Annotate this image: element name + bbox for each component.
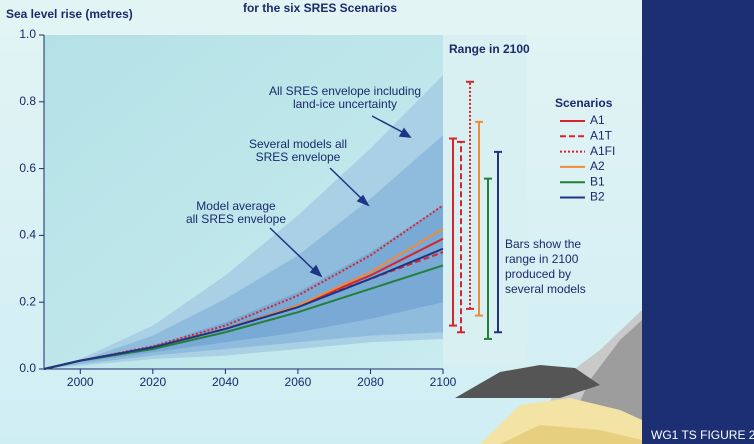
y-tick-label: 0.0 bbox=[19, 361, 36, 375]
range-bar bbox=[466, 80, 474, 310]
y-tick-label: 0.6 bbox=[19, 161, 36, 175]
annotation: all SRES envelope bbox=[186, 212, 286, 226]
y-tick-label: 0.8 bbox=[19, 94, 36, 108]
x-tick-label: 2000 bbox=[67, 375, 94, 389]
side-strip bbox=[642, 0, 754, 444]
series-line bbox=[43, 247, 444, 370]
annotation-arrows bbox=[269, 115, 412, 278]
annotation: SRES envelope bbox=[256, 150, 341, 164]
annotation: All SRES envelope including bbox=[269, 84, 421, 98]
annotation: land-ice uncertainty bbox=[293, 97, 397, 111]
legend-label: A1T bbox=[590, 128, 613, 142]
x-tick-label: 2100 bbox=[430, 375, 457, 389]
legend-label: B1 bbox=[590, 174, 605, 188]
y-tick-label: 0.2 bbox=[19, 294, 36, 308]
envelope-area bbox=[44, 205, 443, 369]
range-bar bbox=[484, 177, 492, 340]
x-tick-label: 2060 bbox=[285, 375, 312, 389]
y-axis-label: Sea level rise (metres) bbox=[6, 7, 133, 21]
coast-illustration bbox=[455, 310, 642, 444]
legend-label: B2 bbox=[590, 190, 605, 204]
annotation: Several models all bbox=[249, 137, 347, 151]
legend-title: Scenarios bbox=[555, 96, 613, 110]
chart-title: for the six SRES Scenarios bbox=[243, 1, 397, 15]
legend-label: A1FI bbox=[590, 144, 615, 158]
x-tick-label: 2040 bbox=[212, 375, 239, 389]
range-bar bbox=[475, 120, 483, 317]
y-tick-label: 0.4 bbox=[19, 228, 36, 242]
range-note: several models bbox=[505, 282, 586, 296]
range-panel bbox=[443, 35, 527, 365]
range-note: Bars show the bbox=[505, 237, 581, 251]
range-bar bbox=[449, 137, 457, 327]
legend-label: A1 bbox=[590, 113, 605, 127]
figure-label: WG1 TS FIGURE 24 bbox=[651, 428, 754, 442]
range-note: range in 2100 bbox=[505, 252, 579, 266]
legend-label: A2 bbox=[590, 159, 605, 173]
x-tick-label: 2020 bbox=[139, 375, 166, 389]
y-tick-label: 1.0 bbox=[19, 27, 36, 41]
range-title: Range in 2100 bbox=[449, 42, 530, 56]
range-bar bbox=[494, 150, 502, 334]
annotation: Model average bbox=[196, 199, 276, 213]
range-bar bbox=[457, 140, 465, 334]
x-tick-label: 2080 bbox=[357, 375, 384, 389]
range-note: produced by bbox=[505, 267, 571, 281]
